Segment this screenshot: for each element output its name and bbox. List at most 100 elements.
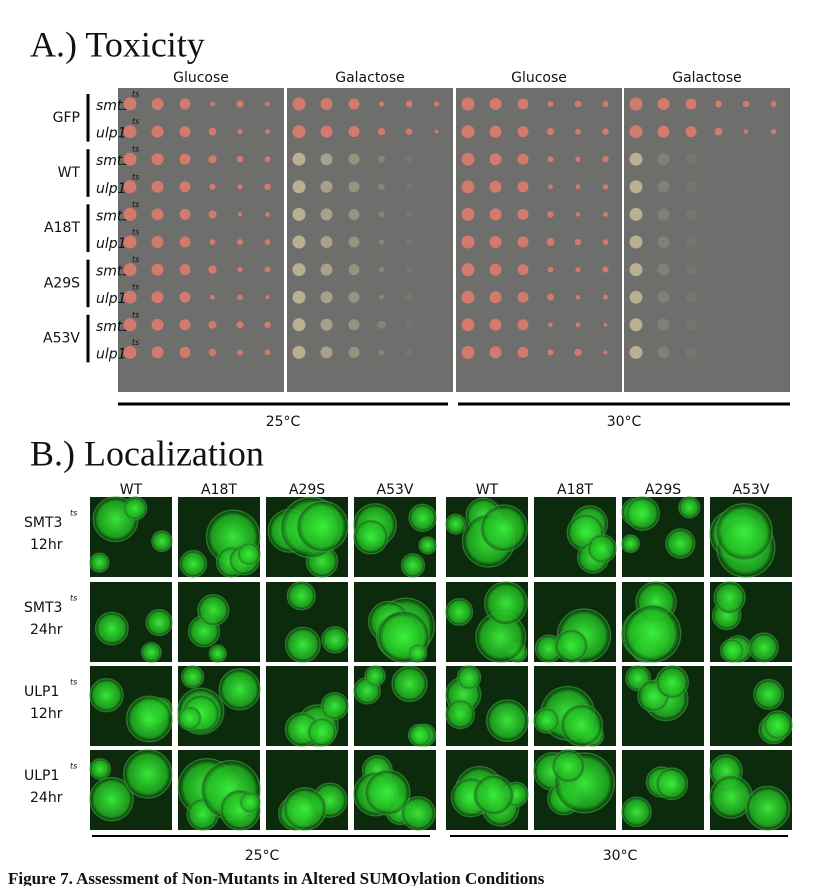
- colony-spot: [405, 211, 413, 218]
- row-name: SMT3: [24, 515, 62, 531]
- colony-spot: [629, 345, 643, 359]
- column-header: A18T: [201, 482, 237, 498]
- colony-spot: [657, 125, 670, 138]
- colony-spot: [405, 293, 413, 302]
- temperature-label: 30°C: [607, 414, 642, 430]
- colony-spot: [547, 211, 554, 218]
- colony-spot: [320, 208, 333, 221]
- colony-spot: [292, 263, 306, 277]
- colony-spot: [123, 235, 137, 249]
- colony-spot: [264, 156, 271, 163]
- colony-spot: [517, 208, 529, 220]
- colony-spot: [179, 181, 191, 193]
- colony-spot: [292, 207, 306, 221]
- colony-spot: [517, 181, 529, 193]
- colony-spot: [123, 97, 137, 111]
- colony-spot: [237, 184, 243, 190]
- colony-spot: [237, 129, 243, 135]
- cell: [145, 608, 173, 637]
- cell: [483, 581, 528, 626]
- colony-spot: [517, 98, 529, 110]
- colony-spot: [320, 236, 333, 248]
- colony-spot: [292, 345, 306, 359]
- colony-spot: [517, 236, 529, 248]
- strain-superscript: ts: [132, 145, 139, 154]
- colony-spot: [405, 238, 413, 246]
- row-label: WT: [58, 165, 81, 181]
- colony-spot: [547, 101, 554, 107]
- cell: [713, 581, 746, 614]
- strain-name: smt3: [96, 208, 131, 224]
- colony-spot: [237, 294, 243, 300]
- temperature-label: 25°C: [266, 414, 301, 430]
- colony-spot: [489, 263, 502, 276]
- cell: [400, 796, 436, 831]
- colony-spot: [657, 263, 670, 276]
- colony-spot: [489, 291, 502, 304]
- cell: [151, 530, 173, 552]
- strain-superscript: ts: [132, 200, 139, 209]
- colony-spot: [602, 128, 609, 135]
- colony-spot: [575, 322, 581, 328]
- colony-spot: [179, 291, 191, 303]
- cell: [456, 665, 482, 690]
- cell: [655, 767, 689, 801]
- colony-spot: [575, 156, 581, 162]
- cell: [655, 665, 690, 699]
- colony-spot: [209, 183, 216, 190]
- cell: [296, 500, 349, 553]
- colony-spot: [657, 318, 670, 331]
- colony-spot: [123, 318, 137, 332]
- cell: [123, 749, 173, 799]
- colony-spot: [320, 318, 333, 331]
- colony-spot: [602, 184, 609, 190]
- colony-spot: [378, 266, 385, 273]
- colony-spot: [405, 155, 413, 163]
- strain-name: ulp1: [96, 236, 127, 252]
- row-time: 24hr: [30, 622, 63, 638]
- colony-spot: [574, 238, 582, 246]
- colony-spot: [348, 153, 360, 165]
- colony-spot: [602, 100, 609, 108]
- colony-spot: [685, 346, 697, 358]
- cell: [407, 723, 431, 747]
- colony-spot: [151, 153, 164, 166]
- colony-spot: [461, 152, 475, 166]
- colony-spot: [320, 180, 333, 193]
- cell: [621, 796, 652, 828]
- colony-spot: [489, 180, 502, 193]
- cell: [400, 553, 426, 578]
- colony-spot: [461, 180, 475, 194]
- colony-spot: [320, 346, 333, 359]
- colony-spot: [236, 155, 244, 163]
- colony-spot: [685, 153, 697, 165]
- cell: [665, 528, 696, 559]
- plate: [118, 88, 284, 392]
- colony-spot: [292, 180, 306, 194]
- cell: [179, 549, 208, 578]
- colony-spot: [405, 183, 413, 191]
- colony-spot: [603, 322, 608, 327]
- row-label: A18T: [44, 220, 80, 236]
- cell: [239, 791, 261, 813]
- colony-spot: [685, 126, 697, 138]
- colony-spot: [405, 128, 413, 135]
- colony-spot: [629, 180, 643, 194]
- cell: [554, 628, 589, 663]
- strain-name: smt3: [96, 153, 131, 169]
- row-superscript: ts: [70, 509, 77, 518]
- colony-spot: [629, 207, 643, 221]
- colony-spot: [320, 153, 333, 166]
- colony-spot: [123, 152, 137, 166]
- colony-spot: [320, 263, 333, 276]
- colony-spot: [517, 153, 529, 165]
- colony-spot: [657, 208, 670, 221]
- colony-spot: [433, 101, 440, 107]
- colony-spot: [548, 184, 553, 190]
- cell: [745, 785, 791, 831]
- colony-spot: [265, 212, 270, 217]
- colony-spot: [320, 98, 333, 110]
- colony-spot: [657, 98, 670, 110]
- colony-spot: [405, 321, 413, 329]
